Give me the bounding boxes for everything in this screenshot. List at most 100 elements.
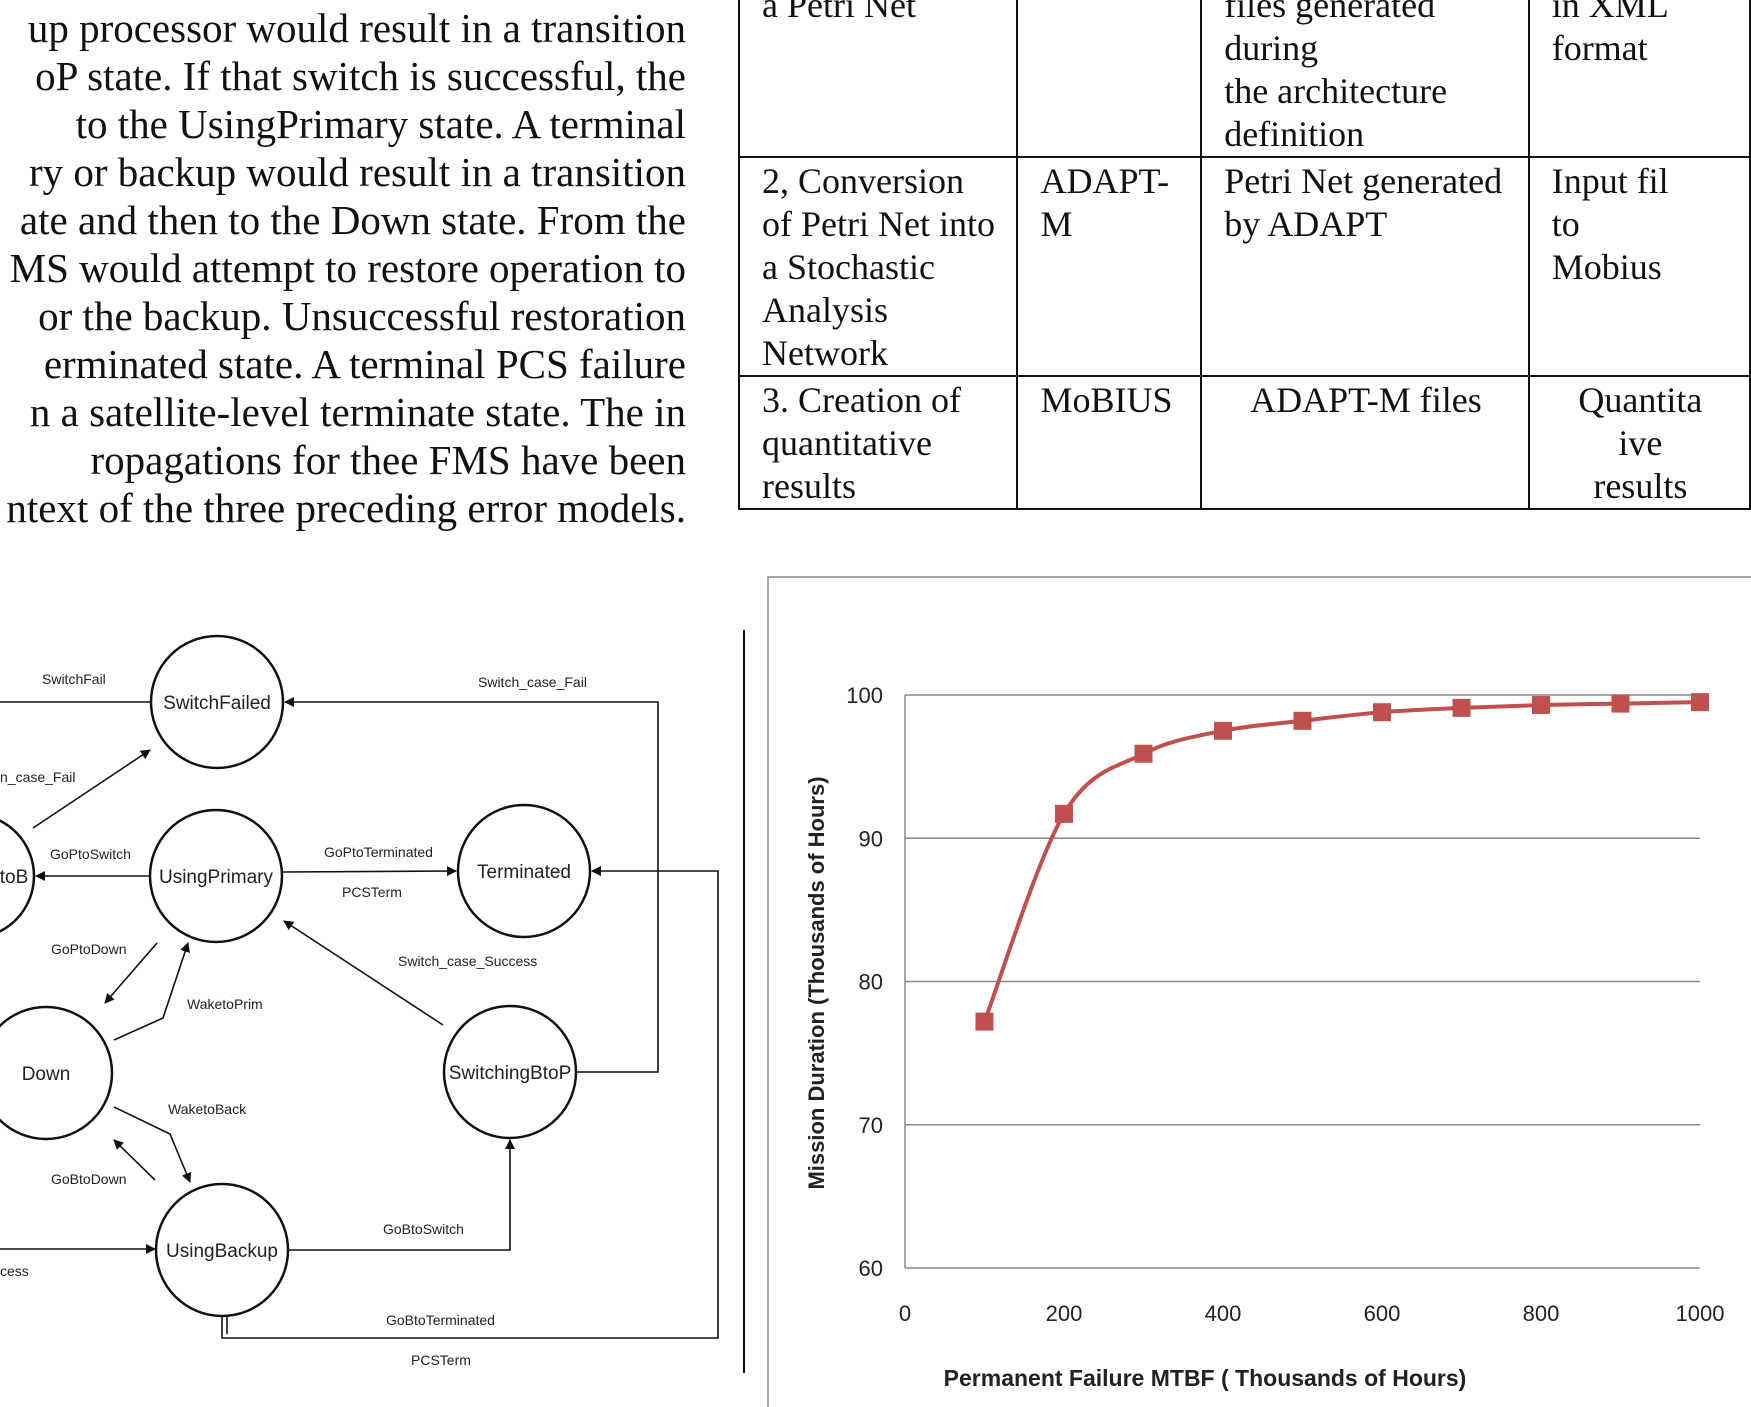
- y-tick-label: 60: [859, 1256, 883, 1281]
- paragraph-line: to the UsingPrimary state. A terminal: [75, 101, 686, 147]
- cell-text: ADAPT-: [1040, 161, 1170, 201]
- transition-waketoprim: [113, 942, 190, 1041]
- table-cell-tool: ADAPT- M: [1016, 156, 1203, 377]
- table-cell-output: in XML format: [1527, 0, 1751, 158]
- state-label: UsingPrimary: [159, 867, 274, 888]
- x-tick-label: 800: [1523, 1301, 1560, 1326]
- y-tick-labels: 60 70 80 90 100: [846, 683, 883, 1281]
- y-tick-label: 90: [859, 826, 883, 851]
- table-row: 2, Conversion of Petri Net into a Stocha…: [737, 156, 1751, 377]
- transition-goptoterminated: [281, 866, 457, 877]
- cell-text: files generated during: [1224, 0, 1436, 68]
- cell-text: a Stochastic: [762, 247, 935, 287]
- transition-label: Switch_case_Success: [398, 953, 537, 969]
- transition-label: PCSTerm: [411, 1352, 471, 1368]
- cell-text: ADAPT-M files: [1250, 380, 1482, 420]
- paragraph-line: n a satellite-level terminate state. The…: [29, 389, 686, 435]
- cell-text: results: [762, 466, 856, 506]
- process-table: a Petri Net files generated during the a…: [737, 0, 1751, 510]
- data-point-marker: [1293, 711, 1312, 730]
- cell-text: Analysis: [762, 290, 888, 330]
- cell-text: a Petri Net: [762, 0, 916, 25]
- cell-text: M: [1040, 204, 1073, 244]
- data-point-marker: [1532, 696, 1550, 715]
- table-cell-tool: [1016, 0, 1203, 158]
- y-tick-label: 70: [859, 1113, 883, 1138]
- series-line: [982, 700, 1701, 1023]
- state-label: Terminated: [477, 862, 571, 883]
- transition-label: WaketoBack: [168, 1101, 247, 1117]
- paragraph-line: up processor would result in a transitio…: [27, 5, 686, 51]
- cell-text: Mobius: [1551, 247, 1662, 287]
- chart-frame: [767, 576, 1751, 1407]
- transition-label: GoPtoDown: [51, 941, 126, 957]
- y-axis-title: Mission Duration (Thousands of Hours): [804, 776, 829, 1189]
- x-axis-title: Permanent Failure MTBF ( Thousands of Ho…: [944, 1365, 1467, 1391]
- table-cell-step: 2, Conversion of Petri Net into a Stocha…: [737, 156, 1019, 377]
- transition-label: GoPtoSwitch: [50, 846, 131, 862]
- cell-text: 2, Conversion: [762, 161, 964, 201]
- x-tick-labels: 0 200 400 600 800 1000: [899, 1301, 1725, 1326]
- transition-gobtodown: [113, 1139, 156, 1181]
- cell-text: Quantita: [1578, 380, 1703, 420]
- paragraph-line: ntext of the three preceding error model…: [6, 485, 686, 531]
- cell-text: Petri Net generated: [1224, 161, 1503, 201]
- transition-goptodown: [104, 942, 158, 1004]
- x-tick-label: 1000: [1676, 1301, 1725, 1326]
- paragraph-line: ropagations for thee FMS have been: [90, 437, 686, 483]
- transition-label: n_case_Fail: [0, 769, 76, 785]
- transition-switch-case-fail-right: [284, 697, 659, 1073]
- state-diagram: SwitchFailed UsingPrimary Terminated toB…: [0, 630, 745, 1373]
- cell-text: by ADAPT: [1224, 204, 1388, 244]
- x-tick-label: 200: [1046, 1301, 1083, 1326]
- table-cell-input: Petri Net generated by ADAPT: [1200, 156, 1530, 377]
- cell-text: definition: [1224, 114, 1365, 154]
- y-tick-label: 100: [846, 683, 883, 708]
- transition-label: GoBtoSwitch: [383, 1221, 464, 1237]
- transition-label: Switch_case_Fail: [478, 674, 587, 690]
- state-label: toB: [0, 867, 28, 888]
- data-point-marker: [1214, 721, 1232, 740]
- data-point-marker: [1373, 703, 1391, 722]
- series-markers: [975, 693, 1709, 1031]
- table-cell-output: Input fil to Mobius: [1527, 156, 1751, 377]
- table-cell-input: ADAPT-M files: [1200, 375, 1530, 510]
- cell-text: Network: [762, 333, 888, 373]
- cell-text: in XML: [1551, 0, 1669, 25]
- data-point-marker: [1691, 693, 1709, 712]
- state-label: UsingBackup: [166, 1241, 278, 1262]
- state-label: SwitchingBtoP: [449, 1063, 572, 1084]
- paragraph-line: erminated state. A terminal PCS failure: [43, 341, 686, 387]
- paragraph-line: or the backup. Unsuccessful restoration: [38, 293, 686, 339]
- table-cell-tool: MoBIUS: [1016, 375, 1203, 510]
- paragraph-line: ate and then to the Down state. From the: [19, 197, 686, 243]
- transition-label: GoBtoDown: [51, 1171, 126, 1187]
- table-cell-input: files generated during the architecture …: [1200, 0, 1530, 158]
- transition-label: GoPtoTerminated: [324, 844, 433, 860]
- state-label: SwitchFailed: [163, 693, 271, 714]
- cell-text: the architecture: [1224, 71, 1448, 111]
- cell-text: Input fil: [1551, 161, 1669, 201]
- transition-gobtoterminated: [221, 866, 719, 1339]
- state-terminated: [456, 803, 592, 939]
- table-cell-step: a Petri Net: [737, 0, 1019, 158]
- cell-text: to: [1551, 204, 1580, 244]
- paragraph-line: oP state. If that switch is successful, …: [35, 53, 686, 99]
- table-cell-step: 3. Creation of quantitative results: [737, 375, 1019, 510]
- state-switchingptob: [0, 819, 36, 933]
- chart-gridlines: [905, 694, 1700, 1269]
- data-point-marker: [975, 1012, 994, 1031]
- transition-waketoback: [113, 1106, 192, 1183]
- data-point-marker: [1452, 698, 1471, 717]
- x-tick-label: 0: [899, 1301, 911, 1326]
- transition-label: SwitchFail: [42, 671, 106, 687]
- cell-text: quantitative: [762, 423, 932, 463]
- cell-text: ive: [1618, 423, 1663, 463]
- y-tick-label: 80: [859, 970, 883, 995]
- cell-text: MoBIUS: [1040, 380, 1173, 420]
- x-tick-label: 400: [1205, 1301, 1242, 1326]
- paragraph-line: MS would attempt to restore operation to: [9, 245, 686, 291]
- cell-text: 3. Creation of: [762, 380, 961, 420]
- transition-label: GoBtoTerminated: [386, 1312, 495, 1328]
